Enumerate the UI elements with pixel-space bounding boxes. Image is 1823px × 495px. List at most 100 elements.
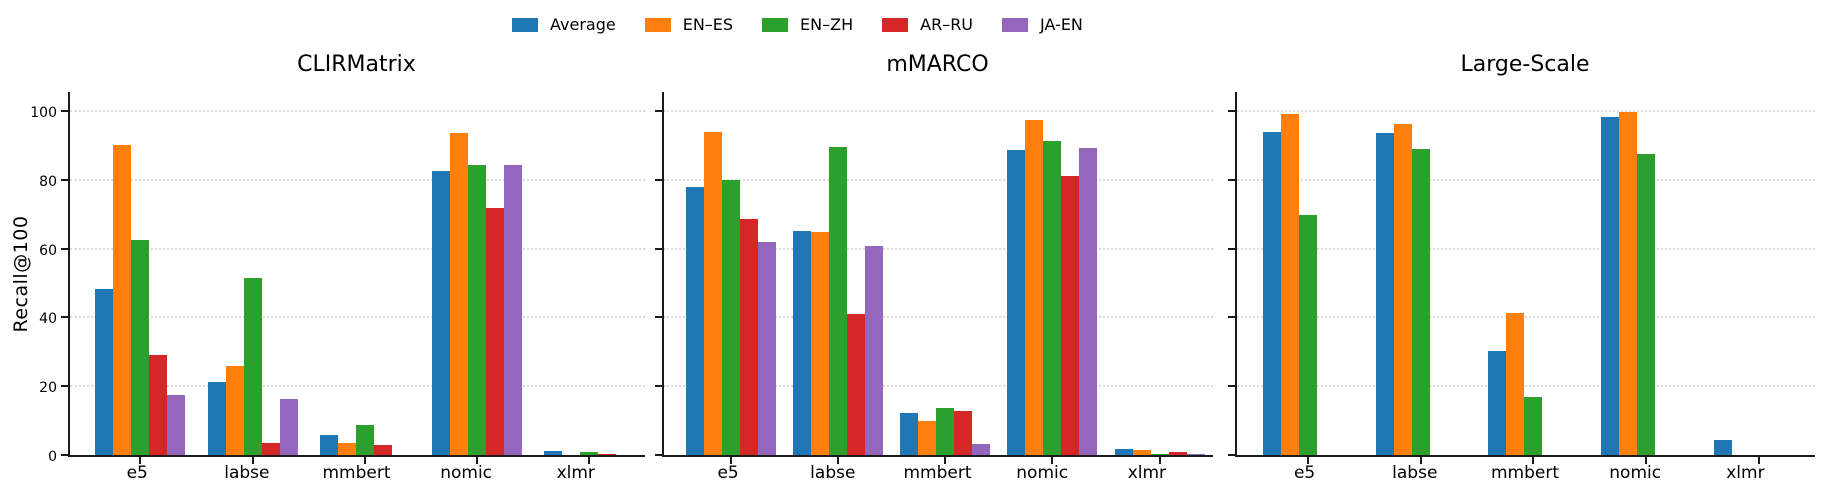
y-tick-mark <box>1228 179 1235 181</box>
x-tick-mark <box>363 457 366 464</box>
bar-average <box>900 413 919 455</box>
panel-title: mMARCO <box>886 52 989 77</box>
bar-ja-en <box>865 246 884 455</box>
x-tick-mark <box>1419 457 1422 464</box>
gridline <box>664 385 1213 387</box>
bar-en-zh <box>1298 215 1317 455</box>
bar-ar-ru <box>1168 452 1187 455</box>
plot-area <box>655 92 1213 464</box>
x-tick-label: xlmr <box>1726 463 1765 483</box>
bar-average <box>793 231 812 455</box>
y-tick-label: 0 <box>48 449 57 465</box>
x-tick-mark <box>1532 457 1535 464</box>
bar-en-zh <box>243 278 262 455</box>
x-tick-label: e5 <box>1293 463 1316 483</box>
legend-item-label: EN–ES <box>682 15 734 34</box>
bar-average <box>1600 117 1619 455</box>
bar-group-nomic <box>421 92 533 464</box>
legend-item: Average <box>512 15 616 35</box>
x-tick-mark <box>1757 457 1760 464</box>
bar-average <box>1114 449 1133 455</box>
bar-ja-en <box>503 165 522 455</box>
gridline <box>1237 385 1815 387</box>
bar-ar-ru <box>954 411 973 455</box>
gridline <box>664 110 1213 112</box>
bar-en-zh <box>1150 454 1169 455</box>
x-tick-mark <box>587 457 590 464</box>
bar-average <box>1375 133 1394 455</box>
y-tick-mark <box>655 179 662 181</box>
x-tick-label: nomic <box>440 463 493 483</box>
x-tick-mark <box>251 457 254 464</box>
y-tick-mark <box>655 110 662 112</box>
gridline <box>664 179 1213 181</box>
panel-title: Large-Scale <box>1460 52 1590 77</box>
x-tick-mark <box>837 457 840 464</box>
bar-en-zh <box>829 147 848 455</box>
y-tick-mark <box>1228 454 1235 456</box>
y-tick-mark <box>655 385 662 387</box>
bar-en-zh <box>1043 141 1062 455</box>
x-tick-label: xlmr <box>556 463 595 483</box>
legend-item: EN–ES <box>644 15 734 35</box>
bar-group-e5 <box>84 92 196 464</box>
x-tick-mark <box>730 457 733 464</box>
bar-average <box>1488 351 1507 455</box>
bar-group-labse <box>1364 92 1477 464</box>
bar-ar-ru <box>740 219 759 455</box>
x-tick-label: mmbert <box>322 463 391 483</box>
legend-item-label: EN–ZH <box>800 15 854 34</box>
bar-groups <box>1237 92 1815 464</box>
bar-en-zh <box>722 180 741 455</box>
bar-en-es <box>1393 124 1412 455</box>
legend-swatch <box>644 18 671 32</box>
x-tick-mark <box>1158 457 1161 464</box>
bar-ja-en <box>1079 148 1098 455</box>
y-tick-mark <box>61 248 68 250</box>
plot-area <box>1228 92 1815 464</box>
x-tick-mark <box>139 457 142 464</box>
bar-en-zh <box>467 165 486 455</box>
x-tick-label: mmbert <box>903 463 972 483</box>
bar-group-mmbert <box>892 92 999 464</box>
y-tick-mark <box>1228 110 1235 112</box>
x-tick-label: mmbert <box>1490 463 1559 483</box>
y-tick-label: 40 <box>39 311 57 327</box>
gridline <box>1237 248 1815 250</box>
bar-en-es <box>1506 313 1525 455</box>
bar-group-xlmr <box>533 92 645 464</box>
bar-group-nomic <box>1590 92 1703 464</box>
gridline <box>70 110 645 112</box>
x-tick-label: xlmr <box>1127 463 1167 483</box>
bar-en-zh <box>936 408 955 455</box>
bar-en-zh <box>1524 397 1543 455</box>
bar-group-e5 <box>678 92 785 464</box>
legend-swatch <box>882 18 909 32</box>
x-tick-label: labse <box>1392 463 1438 483</box>
bar-average <box>95 289 114 455</box>
gridline <box>1237 110 1815 112</box>
bar-en-es <box>1280 114 1299 455</box>
gridline <box>70 316 645 318</box>
bar-group-mmbert <box>309 92 421 464</box>
y-tick-label: 20 <box>39 380 57 396</box>
bar-ja-en <box>279 399 298 455</box>
bar-en-es <box>811 232 830 455</box>
y-tick-mark <box>61 110 68 112</box>
bar-en-zh <box>1411 149 1430 455</box>
y-tick-mark <box>61 385 68 387</box>
bar-ja-en <box>758 242 777 455</box>
legend-item: EN–ZH <box>762 15 853 35</box>
x-tick-label: e5 <box>717 463 739 483</box>
bar-groups <box>664 92 1213 464</box>
legend-item: AR–RU <box>882 15 973 35</box>
legend-item-label: AR–RU <box>920 15 974 34</box>
bar-ar-ru <box>597 454 616 455</box>
y-tick-mark <box>1228 248 1235 250</box>
legend-swatch <box>762 18 789 32</box>
y-tick-mark <box>61 316 68 318</box>
bar-ja-en <box>972 444 991 455</box>
bar-ar-ru <box>261 443 280 455</box>
bar-ar-ru <box>149 355 168 455</box>
